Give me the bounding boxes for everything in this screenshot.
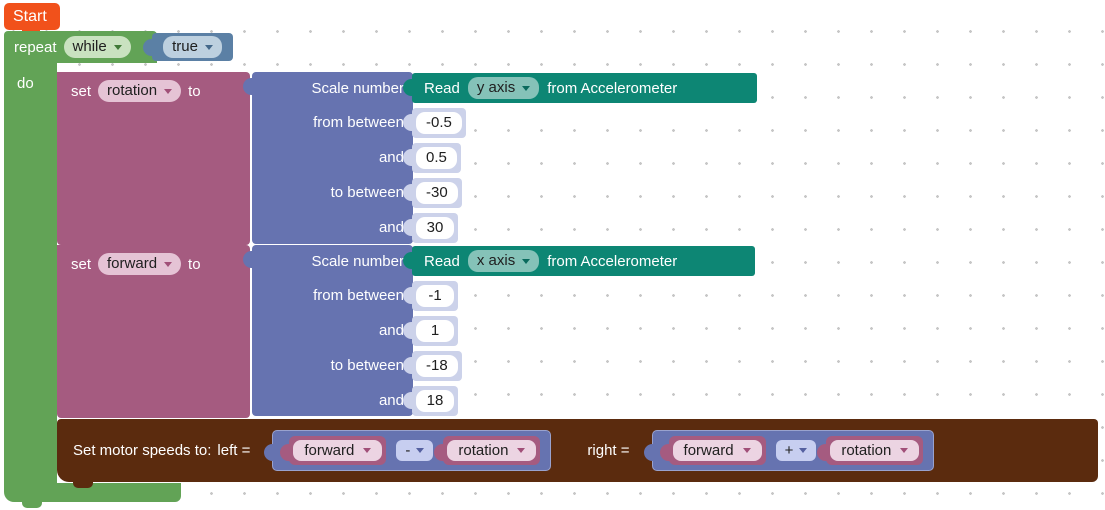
to-label: to [188, 82, 201, 100]
read-accelerometer-block[interactable]: Read y axis from Accelerometer [403, 73, 757, 103]
motor-next-connector [73, 481, 93, 488]
scale-row-label: and [378, 149, 404, 166]
right-equals-label: right = [587, 442, 630, 459]
number-block[interactable]: 1 [403, 316, 458, 346]
number-block[interactable]: -0.5 [403, 108, 466, 138]
chevron-down-icon [113, 44, 122, 50]
read-label: Read [424, 252, 460, 270]
axis-dropdown[interactable]: x axis [467, 250, 540, 272]
to-label: to [188, 255, 201, 273]
variable-dropdown[interactable]: forward [672, 440, 762, 461]
scale-row-label: to between [330, 184, 404, 201]
number-input[interactable]: -1 [416, 285, 454, 307]
arithmetic-block-left[interactable]: forward - rotation [264, 430, 552, 471]
repeat-label: repeat [14, 38, 57, 56]
repeat-block[interactable]: repeat while [4, 31, 157, 63]
variable-get-block[interactable]: rotation [817, 436, 924, 465]
operator-dropdown[interactable]: + [775, 440, 817, 461]
scale-title: Scale number [311, 80, 404, 97]
arithmetic-block-right[interactable]: forward + rotation [643, 430, 935, 471]
chevron-down-icon [742, 448, 751, 453]
start-block[interactable]: Start [4, 3, 60, 30]
from-accelerometer-label: from Accelerometer [547, 79, 678, 97]
scale-row-label: from between [313, 114, 404, 131]
read-accelerometer-block[interactable]: Read x axis from Accelerometer [403, 246, 755, 276]
number-input[interactable]: -0.5 [416, 112, 462, 134]
chevron-down-icon [363, 448, 372, 453]
variable-get-block[interactable]: forward [659, 436, 766, 465]
read-label: Read [424, 79, 460, 97]
number-input[interactable]: -18 [416, 355, 458, 377]
number-input[interactable]: 0.5 [416, 147, 457, 169]
variable-dropdown[interactable]: forward [293, 440, 383, 461]
chevron-down-icon [204, 44, 213, 50]
logic-true-block[interactable]: true [143, 33, 233, 61]
scale-row-label: and [378, 392, 404, 409]
set-label: set [71, 82, 92, 100]
scale-title: Scale number [311, 253, 404, 270]
set-label: set [71, 255, 92, 273]
variable-get-block[interactable]: rotation [434, 436, 541, 465]
variable-dropdown[interactable]: forward [98, 253, 182, 275]
variable-get-block[interactable]: forward [280, 436, 387, 465]
number-block[interactable]: 30 [403, 213, 458, 243]
scale-row-label: to between [330, 357, 404, 374]
boolean-dropdown[interactable]: true [163, 36, 222, 58]
repeat-do-column[interactable]: do [4, 62, 57, 483]
axis-dropdown[interactable]: y axis [467, 77, 540, 99]
scale-number-block[interactable]: Scale number from between and to between… [243, 72, 413, 244]
number-input[interactable]: 18 [416, 390, 454, 412]
chevron-down-icon [522, 85, 531, 91]
set-motor-speeds-block[interactable]: Set motor speeds to: left = forward - ro… [57, 419, 1098, 482]
variable-dropdown[interactable]: rotation [447, 440, 537, 461]
from-accelerometer-label: from Accelerometer [547, 252, 678, 270]
scale-row-label: and [378, 322, 404, 339]
number-block[interactable]: -1 [403, 281, 458, 311]
chevron-down-icon [164, 261, 173, 267]
start-label: Start [13, 7, 47, 25]
chevron-down-icon [522, 258, 531, 264]
operator-dropdown[interactable]: - [396, 440, 434, 461]
number-block[interactable]: 18 [403, 386, 458, 416]
repeat-mode-dropdown[interactable]: while [63, 36, 131, 58]
number-input[interactable]: -30 [416, 182, 458, 204]
number-block[interactable]: -30 [403, 178, 462, 208]
chevron-down-icon [799, 448, 808, 453]
chevron-down-icon [416, 448, 425, 453]
number-input[interactable]: 1 [416, 320, 454, 342]
left-equals-label: left = [217, 442, 251, 459]
scale-number-block[interactable]: Scale number from between and to between… [243, 245, 413, 416]
repeat-block-foot [4, 483, 181, 502]
chevron-down-icon [517, 448, 526, 453]
do-label: do [17, 75, 34, 92]
variable-dropdown[interactable]: rotation [830, 440, 920, 461]
chevron-down-icon [900, 448, 909, 453]
chevron-down-icon [164, 88, 173, 94]
scale-row-label: and [378, 219, 404, 236]
variable-dropdown[interactable]: rotation [98, 80, 182, 102]
motor-title: Set motor speeds to: [73, 442, 212, 459]
scale-row-label: from between [313, 287, 404, 304]
set-rotation-block[interactable]: set rotation to [57, 72, 250, 245]
number-block[interactable]: -18 [403, 351, 462, 381]
number-input[interactable]: 30 [416, 217, 454, 239]
number-block[interactable]: 0.5 [403, 143, 461, 173]
repeat-next-connector [22, 501, 42, 508]
set-forward-block[interactable]: set forward to [57, 245, 250, 418]
